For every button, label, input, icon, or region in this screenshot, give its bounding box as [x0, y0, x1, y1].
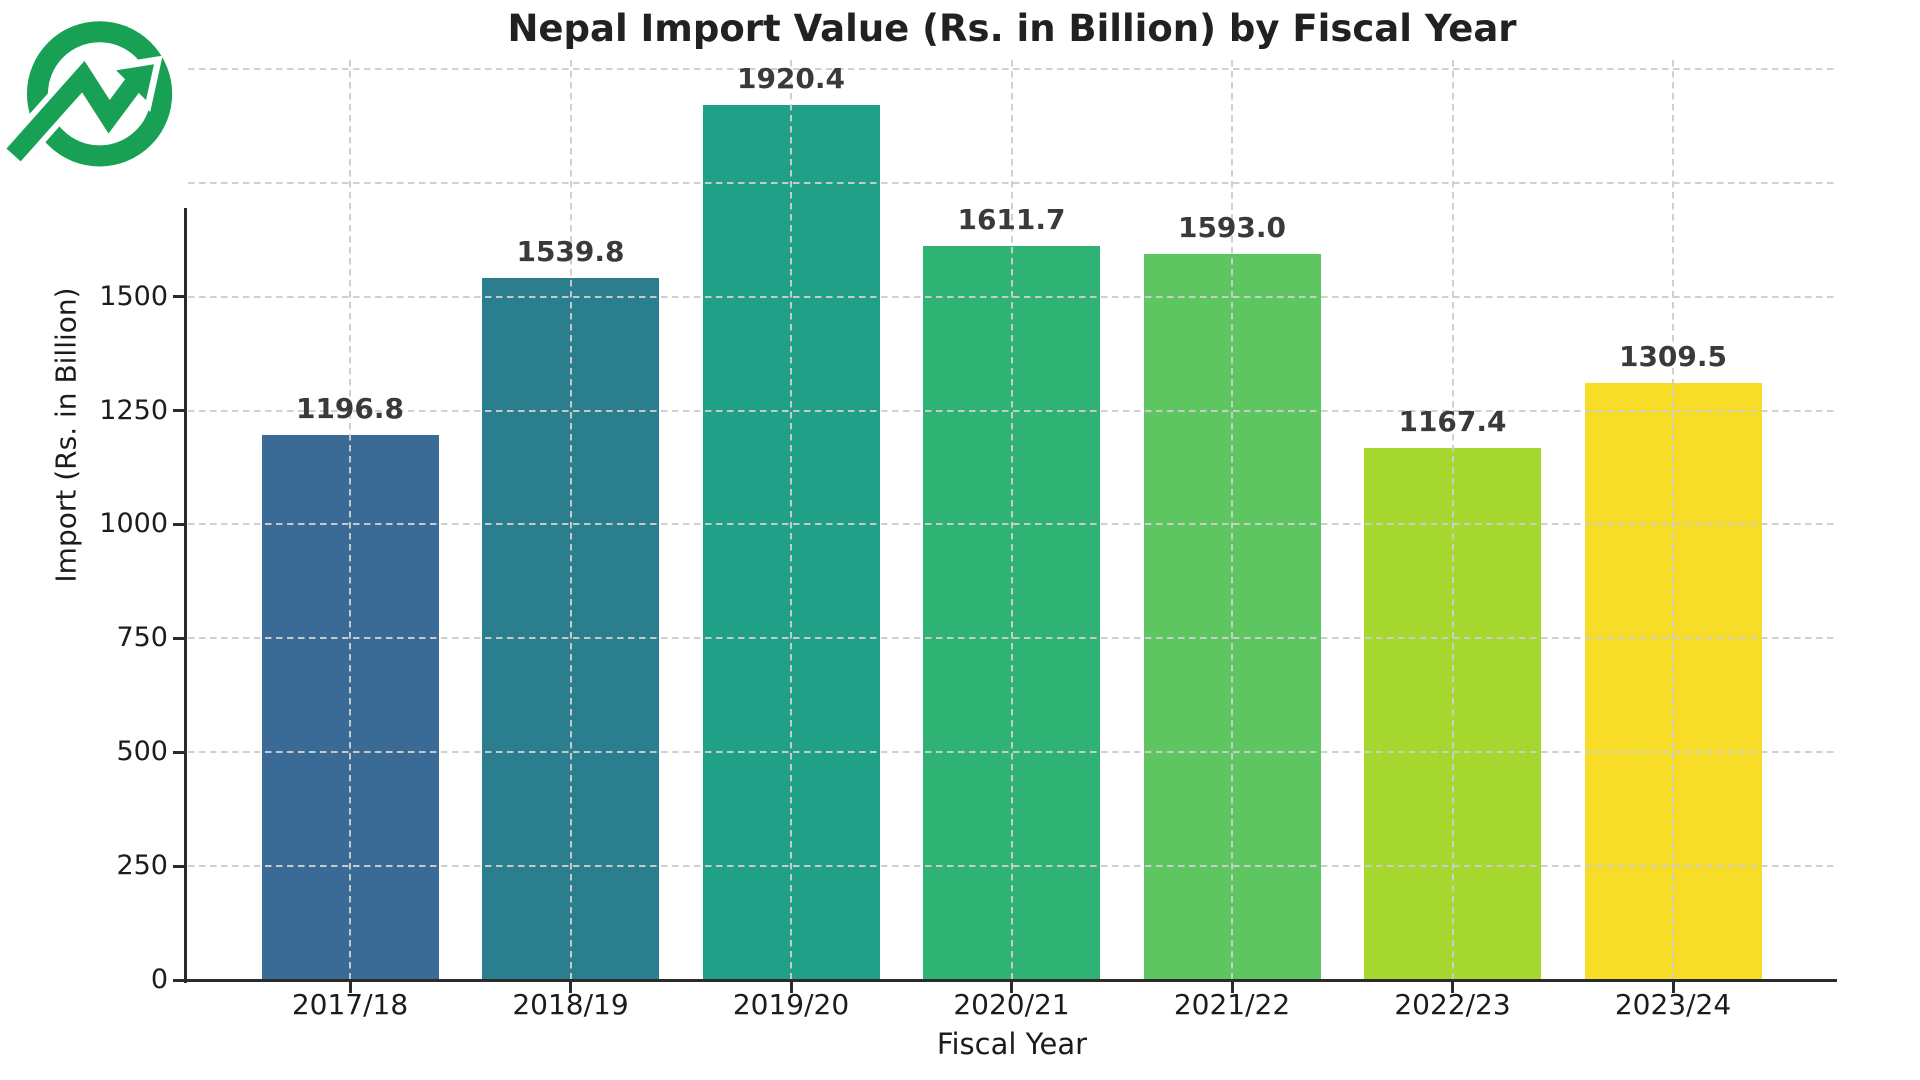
vertical-gridline — [1231, 60, 1233, 980]
x-tick-mark — [1671, 982, 1675, 993]
y-tick-label: 250 — [116, 850, 168, 882]
y-tick-mark — [173, 978, 184, 982]
bar-value-label: 1196.8 — [295, 391, 405, 425]
bar-value-label: 1920.4 — [736, 62, 846, 96]
x-tick-label: 2018/19 — [512, 988, 629, 1021]
vertical-gridline — [569, 60, 572, 980]
horizontal-gridline — [188, 751, 1834, 754]
bar-value-label: 1593.0 — [1177, 211, 1287, 245]
x-tick-mark — [1451, 982, 1454, 993]
x-tick-mark — [1230, 982, 1234, 993]
y-tick-mark — [173, 864, 184, 868]
y-tick-label: 750 — [116, 622, 168, 654]
y-tick-label: 0 — [150, 964, 168, 995]
y-tick-label: 1000 — [99, 508, 168, 540]
bar-value-label: 1611.7 — [957, 202, 1066, 236]
horizontal-gridline — [188, 181, 1834, 184]
vertical-gridline — [1451, 60, 1454, 980]
logo-arrow-shaft — [6, 60, 145, 162]
bar-value-label: 1309.5 — [1618, 340, 1728, 374]
bar-value-label: 1167.4 — [1398, 405, 1507, 439]
horizontal-gridline — [188, 409, 1834, 412]
x-axis-spine — [184, 979, 1837, 982]
y-axis-label: Import (Rs. in Billion) — [49, 287, 83, 583]
x-tick-mark — [569, 982, 572, 993]
horizontal-gridline — [188, 523, 1834, 526]
x-tick-mark — [1010, 982, 1013, 993]
vertical-gridline — [349, 60, 351, 980]
y-tick-mark — [173, 636, 184, 640]
y-tick-mark — [173, 295, 184, 299]
horizontal-gridline — [188, 67, 1834, 70]
y-tick-label: 1250 — [99, 394, 168, 426]
x-tick-label: 2021/22 — [1173, 988, 1291, 1021]
x-axis-label: Fiscal Year — [936, 1027, 1088, 1061]
x-tick-label: 2019/20 — [732, 988, 850, 1021]
horizontal-gridline — [188, 865, 1834, 868]
vertical-gridline — [1672, 60, 1674, 980]
x-tick-label: 2017/18 — [291, 988, 409, 1021]
y-tick-label: 500 — [116, 736, 168, 768]
x-tick-label: 2023/24 — [1614, 988, 1732, 1021]
y-axis-spine — [184, 208, 187, 983]
bar-value-label: 1539.8 — [516, 235, 625, 269]
vertical-gridline — [790, 60, 792, 980]
x-tick-label: 2022/23 — [1394, 988, 1511, 1021]
x-tick-label: 2020/21 — [953, 988, 1070, 1021]
chart-title: Nepal Import Value (Rs. in Billion) by F… — [507, 7, 1517, 50]
horizontal-gridline — [188, 637, 1834, 640]
y-tick-mark — [173, 409, 184, 412]
y-tick-label: 1500 — [99, 280, 168, 312]
horizontal-gridline — [188, 295, 1834, 298]
x-tick-mark — [348, 982, 352, 993]
x-tick-mark — [789, 982, 793, 993]
logo-ring — [26, 21, 173, 167]
logo-arrowhead — [116, 64, 155, 101]
growth-arrow-logo-icon — [4, 21, 173, 167]
vertical-gridline — [1010, 60, 1013, 980]
y-tick-mark — [173, 522, 184, 526]
y-tick-mark — [173, 750, 184, 754]
